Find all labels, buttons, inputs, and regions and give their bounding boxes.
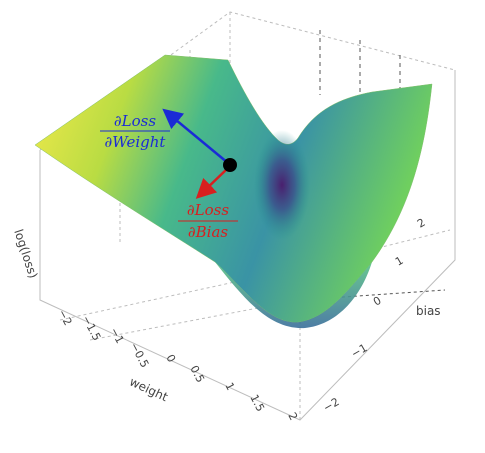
- weight-tick: 1: [222, 380, 237, 392]
- bias-tick: 0: [371, 294, 384, 309]
- weight-axis-ticks: −2 −1.5 −1 −0.5 0 0.5 1 1.5 2: [55, 307, 300, 422]
- bias-axis-title: bias: [416, 304, 441, 318]
- weight-gradient-numerator: ∂Loss: [114, 112, 156, 130]
- current-point: [223, 158, 237, 172]
- weight-gradient-label: ∂Loss ∂Weight: [100, 112, 170, 151]
- bias-tick: −2: [321, 395, 342, 414]
- gradient-arrows: [162, 108, 237, 199]
- z-axis-title: log(loss): [11, 227, 40, 280]
- weight-gradient-arrow: [162, 108, 229, 164]
- weight-tick: −1.5: [79, 313, 103, 343]
- weight-tick: −2: [55, 307, 74, 327]
- weight-gradient-denominator: ∂Weight: [105, 133, 167, 151]
- weight-tick: −0.5: [127, 340, 151, 370]
- bias-gradient-denominator: ∂Bias: [188, 223, 229, 241]
- bias-tick: −1: [349, 341, 370, 360]
- bias-gradient-numerator: ∂Loss: [187, 201, 229, 219]
- bias-tick: 2: [415, 216, 428, 231]
- weight-tick: 2: [285, 410, 300, 422]
- weight-tick: 1.5: [247, 392, 267, 414]
- loss-surface: [34, 54, 433, 329]
- weight-tick: −1: [107, 325, 126, 345]
- bias-gradient-label: ∂Loss ∂Bias: [178, 201, 238, 241]
- weight-axis-title: weight: [127, 374, 170, 404]
- bias-tick: 1: [393, 254, 406, 269]
- weight-tick: 0.5: [187, 363, 207, 385]
- bias-gradient-arrow: [195, 167, 229, 199]
